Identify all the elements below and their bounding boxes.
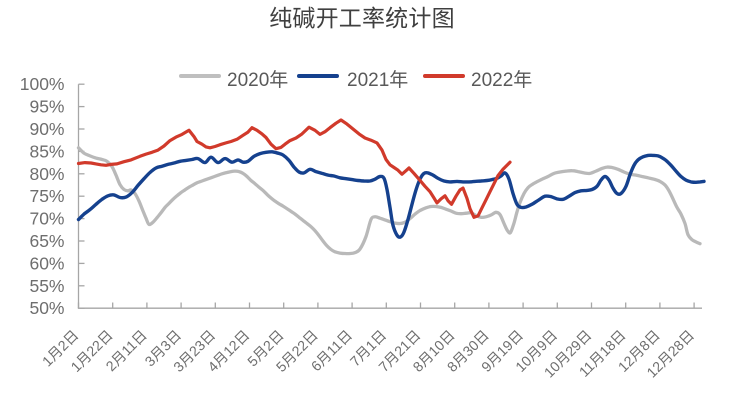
svg-text:60%: 60% — [29, 253, 64, 273]
svg-text:75%: 75% — [29, 186, 64, 206]
svg-text:50%: 50% — [29, 298, 64, 318]
svg-text:95%: 95% — [29, 97, 64, 117]
svg-text:65%: 65% — [29, 231, 64, 251]
svg-text:70%: 70% — [29, 209, 64, 229]
svg-text:85%: 85% — [29, 141, 64, 161]
svg-text:80%: 80% — [29, 164, 64, 184]
svg-text:55%: 55% — [29, 276, 64, 296]
svg-text:100%: 100% — [20, 74, 65, 94]
svg-text:90%: 90% — [29, 119, 64, 139]
